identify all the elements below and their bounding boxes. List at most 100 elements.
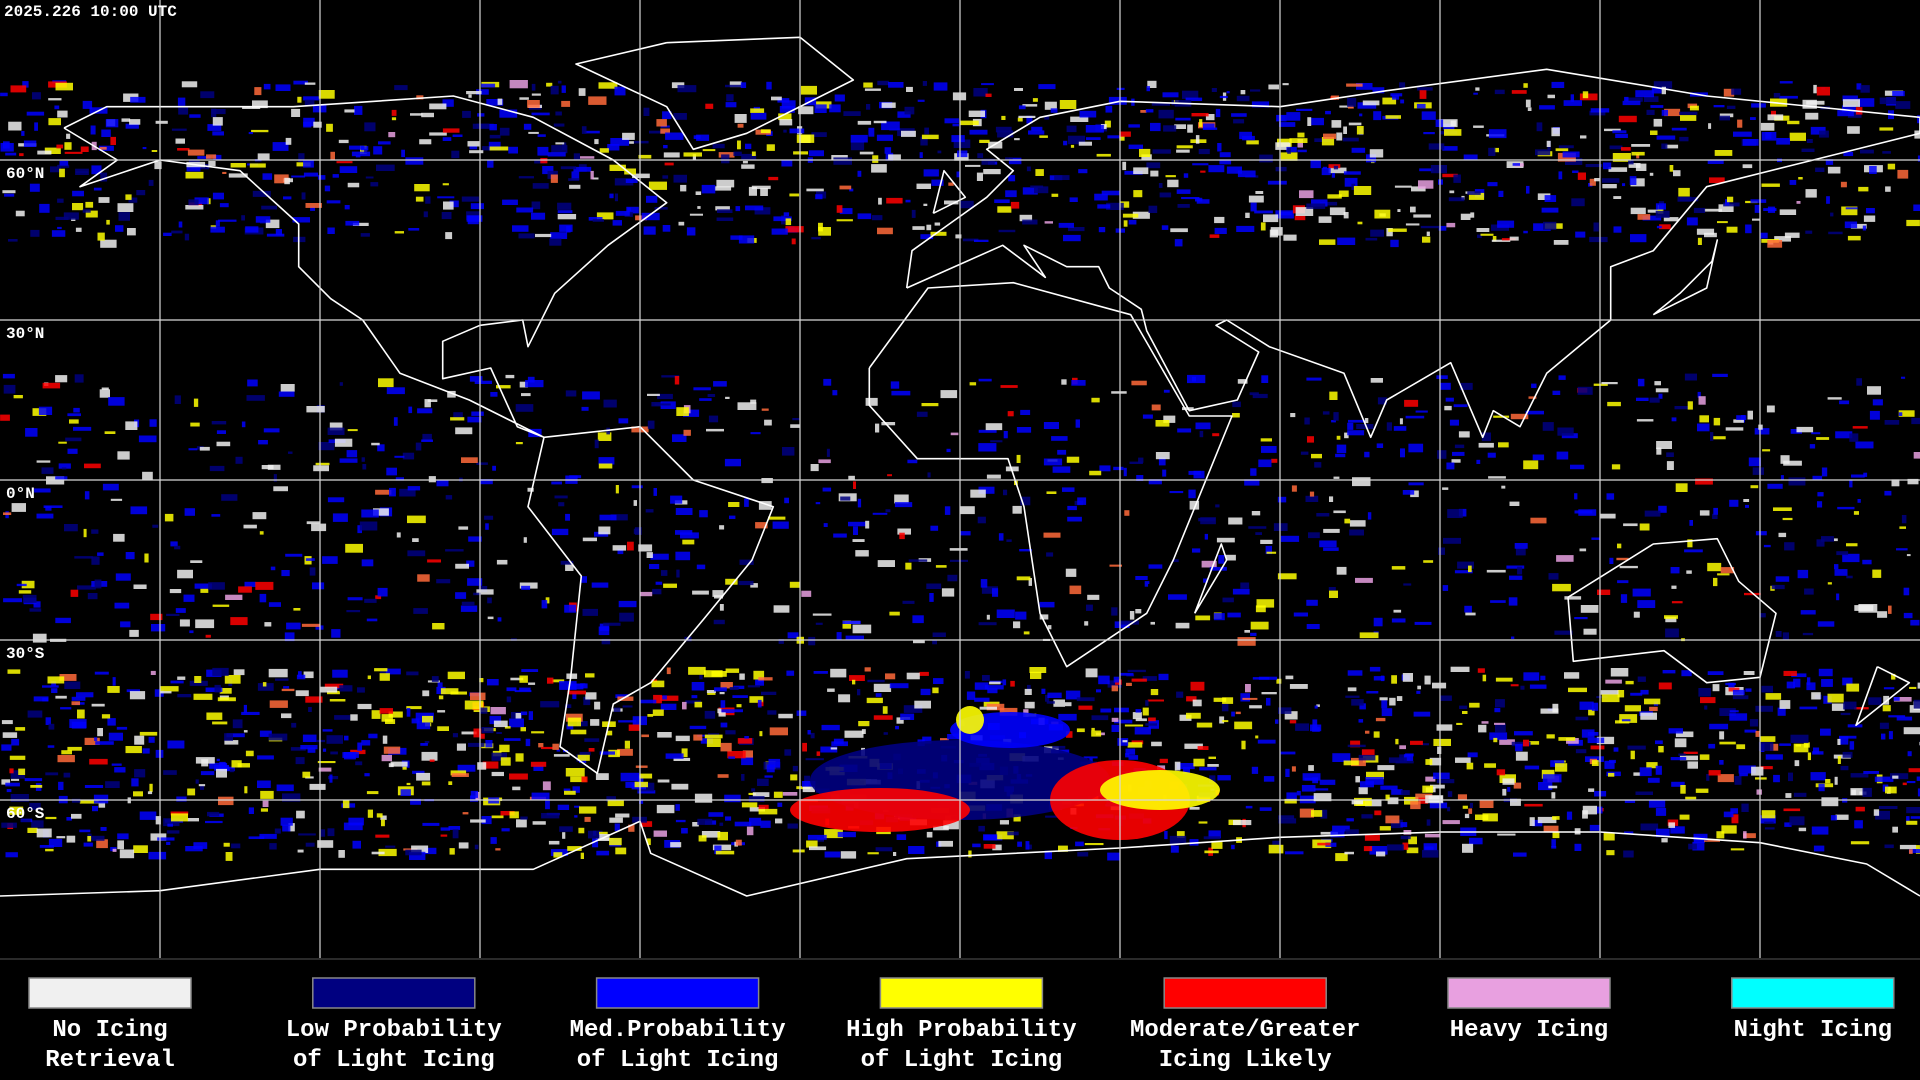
icing-speck — [8, 121, 22, 131]
icing-speck — [64, 142, 72, 150]
icing-speck — [1163, 125, 1177, 132]
icing-speck — [633, 500, 637, 506]
icing-speck — [754, 207, 771, 215]
icing-speck — [647, 420, 655, 429]
icing-speck — [470, 819, 486, 823]
icing-speck — [839, 185, 852, 190]
icing-speck — [421, 439, 433, 442]
icing-speck — [1195, 422, 1211, 430]
icing-speck — [284, 632, 295, 642]
icing-speck — [84, 785, 104, 788]
icing-speck — [211, 109, 226, 115]
icing-speck — [571, 171, 580, 180]
icing-speck — [104, 431, 116, 434]
icing-speck — [1158, 457, 1166, 466]
icing-speck — [732, 695, 748, 698]
icing-speck — [125, 123, 139, 129]
icing-speck — [1232, 588, 1250, 595]
icing-speck — [1488, 129, 1507, 139]
icing-speck — [1590, 745, 1605, 750]
icing-speck — [829, 104, 841, 113]
icing-speck — [1357, 102, 1377, 109]
icing-speck — [912, 226, 925, 230]
icing-speck — [224, 740, 239, 745]
icing-speck — [1173, 559, 1179, 563]
icing-speck — [1261, 692, 1277, 695]
icing-speck — [1376, 851, 1386, 857]
icing-speck — [864, 667, 871, 672]
icing-speck — [717, 209, 733, 213]
icing-speck — [1842, 95, 1858, 102]
icing-speck — [469, 376, 483, 382]
icing-speck — [155, 816, 161, 825]
icing-speck — [241, 215, 245, 221]
icing-speck — [1538, 782, 1553, 791]
icing-speck — [371, 851, 385, 855]
icing-speck — [1670, 567, 1680, 574]
icing-speck — [1755, 730, 1761, 737]
icing-speck — [1826, 196, 1830, 204]
icing-speck — [598, 463, 613, 469]
icing-speck — [1158, 183, 1163, 188]
icing-speck — [609, 817, 623, 823]
icing-speck — [706, 428, 724, 432]
icing-speck — [1186, 696, 1197, 702]
icing-speck — [1607, 401, 1621, 407]
icing-speck — [970, 489, 986, 498]
icing-speck — [499, 744, 510, 753]
icing-speck — [1226, 91, 1230, 94]
icing-speck — [998, 533, 1004, 541]
icing-speck — [421, 751, 438, 761]
icing-speck — [1745, 688, 1752, 692]
icing-speck — [1637, 378, 1645, 387]
icing-speck — [1345, 695, 1360, 698]
icing-speck — [671, 783, 689, 790]
icing-speck — [977, 153, 984, 159]
icing-speck — [1716, 831, 1725, 839]
icing-speck — [771, 96, 782, 101]
icing-speck — [651, 680, 665, 688]
icing-speck — [1459, 705, 1468, 709]
icing-speck — [981, 586, 998, 594]
icing-speck — [1473, 125, 1484, 128]
icing-speck — [1335, 453, 1346, 458]
icing-speck — [1067, 135, 1086, 145]
icing-speck — [100, 172, 108, 182]
icing-speck — [61, 467, 67, 470]
icing-speck — [1065, 690, 1081, 700]
icing-speck — [406, 782, 411, 786]
icing-speck — [455, 427, 473, 435]
icing-speck — [1717, 221, 1728, 224]
icing-speck — [1015, 611, 1027, 620]
icing-speck — [3, 512, 12, 515]
icing-speck — [645, 509, 654, 513]
icing-speck — [1523, 672, 1540, 681]
icing-speck — [857, 498, 862, 508]
icing-speck — [1078, 169, 1088, 174]
icing-speck — [354, 105, 363, 115]
icing-speck — [1529, 684, 1547, 689]
icing-speck — [413, 608, 428, 614]
icing-speck — [317, 175, 326, 180]
icing-speck — [782, 447, 795, 456]
icing-speck — [877, 80, 889, 86]
icing-speck — [489, 146, 509, 151]
icing-speck — [298, 671, 302, 678]
icing-speck — [84, 463, 101, 469]
icing-speck — [1410, 801, 1421, 810]
icing-speck — [212, 604, 230, 607]
icing-speck — [1299, 190, 1314, 199]
icing-speck — [1058, 713, 1077, 721]
icing-speck — [83, 528, 87, 538]
icing-speck — [566, 673, 578, 679]
icing-speck — [537, 146, 549, 156]
icing-speck — [400, 789, 411, 796]
icing-speck — [1250, 621, 1269, 630]
icing-speck — [1323, 547, 1339, 551]
icing-speck — [306, 521, 320, 525]
icing-speck — [1713, 507, 1718, 515]
icing-speck — [1444, 405, 1452, 411]
icing-speck — [1713, 417, 1721, 426]
icing-speck — [1157, 765, 1166, 770]
